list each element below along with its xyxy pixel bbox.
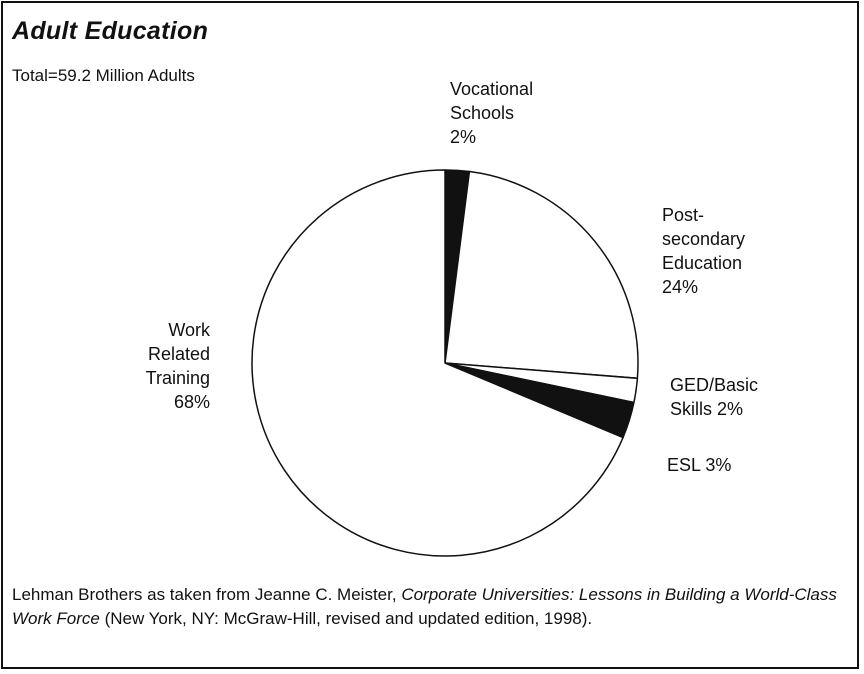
slice-label-postsecondary: Post- secondary Education 24% [662, 205, 746, 297]
chart-subtitle: Total=59.2 Million Adults [12, 66, 195, 85]
slice-label-vocational: Vocational Schools 2% [450, 79, 534, 147]
slice-postsecondary [444, 170, 639, 380]
source-suffix: (New York, NY: McGraw-Hill, revised and … [99, 609, 593, 628]
slice-work-related [251, 169, 624, 557]
source-book-title: Corporate Universities: Lessons in Build… [12, 585, 837, 628]
slice-label-work-related: Work Related Training 68% [145, 320, 210, 412]
slice-label-esl: ESL 3% [667, 455, 732, 475]
source-citation: Lehman Brothers as taken from Jeanne C. … [12, 583, 852, 631]
slice-label-ged: GED/Basic Skills 2% [670, 375, 759, 419]
source-prefix: Lehman Brothers as taken from Jeanne C. … [12, 585, 402, 604]
chart-title: Adult Education [12, 17, 209, 45]
